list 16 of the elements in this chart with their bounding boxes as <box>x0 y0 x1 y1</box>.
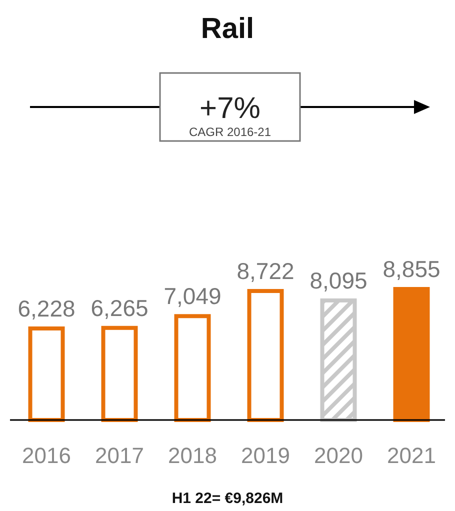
text: H1 22= €9,826M <box>172 490 284 507</box>
chart-title: Rail <box>200 13 254 45</box>
x-tick-label: 2016 <box>22 443 71 468</box>
x-tick-label: 2019 <box>241 443 290 468</box>
x-tick-label: 2021 <box>387 443 436 468</box>
text: +7% <box>200 92 260 125</box>
x-tick-label: 2020 <box>314 443 363 468</box>
text: CAGR 2016-21 <box>188 125 272 139</box>
data-label: 7,049 <box>164 283 222 310</box>
data-label: 8,722 <box>236 258 294 284</box>
x-tick-label: 2017 <box>95 443 144 468</box>
data-label: 8,095 <box>310 267 368 294</box>
data-label: 6,265 <box>90 294 148 321</box>
data-label: 6,228 <box>18 295 76 322</box>
data-label: 8,855 <box>382 256 440 282</box>
x-tick-label: 2018 <box>168 443 217 468</box>
